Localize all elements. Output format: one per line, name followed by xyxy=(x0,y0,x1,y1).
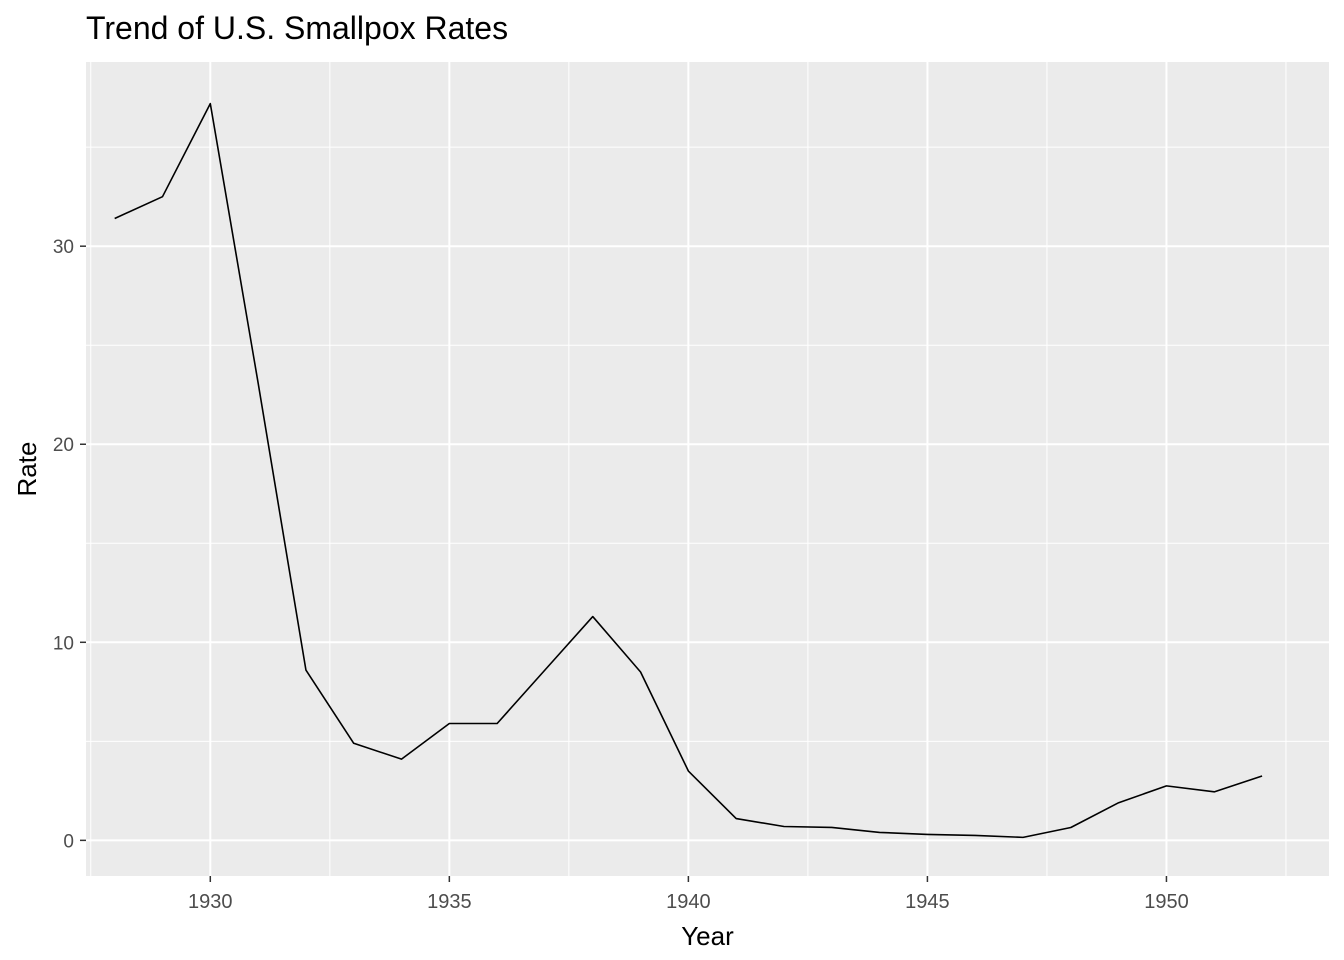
x-axis-title: Year xyxy=(681,921,734,951)
grid-minor xyxy=(86,62,1329,876)
x-tick-label: 1930 xyxy=(188,891,233,913)
y-tick-label: 10 xyxy=(53,633,74,654)
chart-title: Trend of U.S. Smallpox Rates xyxy=(86,10,509,46)
y-tick-label: 0 xyxy=(63,831,74,852)
x-tick-label: 1945 xyxy=(905,891,950,913)
series-line xyxy=(114,102,1263,839)
y-axis-title: Rate xyxy=(12,442,42,497)
y-tick-label: 30 xyxy=(53,237,74,258)
grid-major xyxy=(86,62,1329,876)
x-tick-label: 1935 xyxy=(427,891,472,913)
x-tick-label: 1940 xyxy=(666,891,711,913)
axis-ticks xyxy=(80,245,1168,882)
plot-panel xyxy=(86,62,1329,876)
x-tick-label: 1950 xyxy=(1144,891,1189,913)
axis-tick-labels: 1930 1935 1940 1945 1950 0 10 20 30 xyxy=(53,237,1189,913)
y-tick-label: 20 xyxy=(53,435,74,456)
